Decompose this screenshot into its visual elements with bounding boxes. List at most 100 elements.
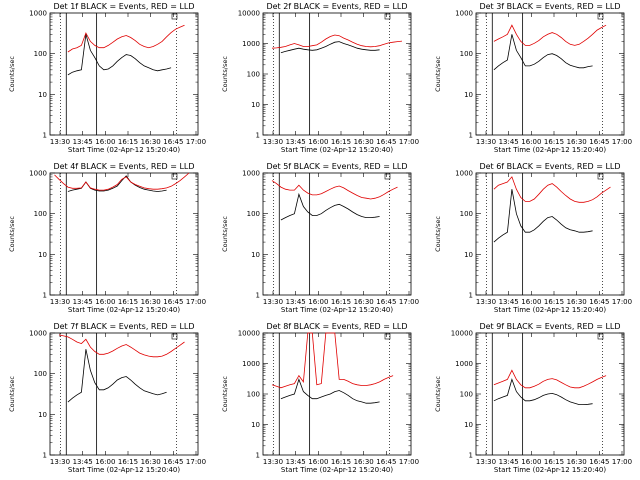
- series-line-lld: [271, 180, 398, 200]
- chart-panel: Det 2f BLACK = Events, RED = LLD 1 10 100 10…: [221, 2, 419, 154]
- y-tick-label: 10: [464, 251, 473, 259]
- chart-panel: Det 3f BLACK = Events, RED = LLD 1 10 100 10…: [434, 2, 632, 154]
- x-tick-label: 17:00: [612, 298, 632, 306]
- x-axis-label: Start Time (02-Apr-12 15:20:40): [68, 466, 180, 474]
- x-tick-label: 17:00: [399, 458, 419, 466]
- chart-title: Det 8f BLACK = Events, RED = LLD: [266, 322, 407, 331]
- y-tick-label: 10: [251, 251, 260, 259]
- x-tick-label: 13:30: [50, 458, 70, 466]
- y-axis-label: Counts/sec: [8, 216, 16, 252]
- x-tick-label: 16:00: [95, 458, 115, 466]
- y-tick-label: 1000: [29, 10, 47, 18]
- series-line-lld: [271, 34, 403, 49]
- x-tick-label: 17:00: [186, 298, 206, 306]
- y-tick-label: 100: [34, 370, 47, 378]
- y-tick-label: 1000: [242, 360, 260, 368]
- y-tick-label: 1: [256, 292, 260, 300]
- y-tick-label: 1000: [455, 170, 473, 178]
- series-line-events: [67, 349, 167, 403]
- series-line-events: [280, 192, 380, 221]
- series-line-events: [280, 41, 380, 54]
- chart-title: Det 1f BLACK = Events, RED = LLD: [53, 2, 194, 11]
- y-tick-label: 10: [464, 91, 473, 99]
- chart-title: Det 4f BLACK = Events, RED = LLD: [53, 162, 194, 171]
- plot-frame: [475, 12, 625, 136]
- marker-box: [171, 173, 178, 180]
- x-tick-label: 16:00: [521, 298, 541, 306]
- chart-panel: Det 5f BLACK = Events, RED = LLD 1 10 100 10…: [221, 162, 419, 314]
- y-tick-label: 10000: [451, 330, 473, 338]
- y-tick-label: 1: [469, 452, 473, 460]
- chart-panel: Det 7f BLACK = Events, RED = LLD 1 10 100 10…: [8, 322, 206, 474]
- x-tick-label: 16:00: [308, 298, 328, 306]
- x-tick-label: 16:15: [118, 458, 138, 466]
- series-line-events: [493, 378, 593, 405]
- chart-title: Det 2f BLACK = Events, RED = LLD: [266, 2, 407, 11]
- marker-box: [597, 13, 604, 20]
- x-tick-label: 13:45: [499, 138, 519, 146]
- y-tick-label: 1: [43, 132, 47, 140]
- x-tick-label: 16:30: [567, 138, 587, 146]
- x-tick-label: 16:00: [521, 138, 541, 146]
- y-axis-label: Counts/sec: [434, 376, 442, 412]
- series-line-lld: [493, 176, 611, 203]
- y-tick-label: 100: [460, 210, 473, 218]
- chart-title: Det 3f BLACK = Events, RED = LLD: [479, 2, 620, 11]
- y-axis-label: Counts/sec: [8, 376, 16, 412]
- x-tick-label: 16:45: [376, 298, 396, 306]
- series-line-lld: [54, 172, 190, 191]
- x-tick-label: 16:15: [544, 298, 564, 306]
- y-tick-label: 100: [247, 210, 260, 218]
- x-axis-label: Start Time (02-Apr-12 15:20:40): [281, 466, 393, 474]
- y-axis-label: Counts/sec: [8, 56, 16, 92]
- plot-frame: [475, 172, 625, 296]
- marker-box: [597, 333, 604, 340]
- y-tick-label: 1000: [455, 360, 473, 368]
- series-line-events: [67, 34, 172, 76]
- chart-title: Det 6f BLACK = Events, RED = LLD: [479, 162, 620, 171]
- y-tick-label: 10: [464, 421, 473, 429]
- x-tick-label: 16:30: [354, 298, 374, 306]
- x-axis-label: Start Time (02-Apr-12 15:20:40): [494, 146, 606, 154]
- plot-frame: [49, 332, 199, 456]
- x-tick-label: 13:30: [263, 298, 283, 306]
- y-tick-label: 100: [460, 391, 473, 399]
- x-tick-label: 13:45: [73, 138, 93, 146]
- marker-box: [384, 173, 391, 180]
- x-tick-label: 13:30: [476, 138, 496, 146]
- x-tick-label: 16:30: [567, 458, 587, 466]
- plot-frame: [262, 172, 412, 296]
- y-tick-label: 100: [247, 391, 260, 399]
- marker-box: [597, 173, 604, 180]
- x-tick-label: 16:45: [376, 458, 396, 466]
- y-tick-label: 100: [460, 50, 473, 58]
- chart-title: Det 7f BLACK = Events, RED = LLD: [53, 322, 194, 331]
- x-tick-label: 16:45: [163, 138, 183, 146]
- marker-box: [171, 333, 178, 340]
- x-axis-label: Start Time (02-Apr-12 15:20:40): [68, 146, 180, 154]
- plot-frame: [262, 12, 412, 136]
- x-tick-label: 17:00: [399, 298, 419, 306]
- x-tick-label: 16:15: [118, 138, 138, 146]
- y-axis-label: Counts/sec: [221, 56, 229, 92]
- x-axis-label: Start Time (02-Apr-12 15:20:40): [281, 146, 393, 154]
- x-tick-label: 16:15: [331, 458, 351, 466]
- y-tick-label: 1000: [29, 170, 47, 178]
- x-tick-label: 16:30: [141, 298, 161, 306]
- x-tick-label: 13:45: [499, 458, 519, 466]
- y-axis-label: Counts/sec: [221, 216, 229, 252]
- chart-panel: Det 1f BLACK = Events, RED = LLD 1 10 100 10…: [8, 2, 206, 154]
- y-tick-label: 10: [38, 411, 47, 419]
- plot-frame: [49, 12, 199, 136]
- marker-box: [384, 333, 391, 340]
- y-axis-label: Counts/sec: [434, 56, 442, 92]
- x-tick-label: 17:00: [612, 458, 632, 466]
- chart-panel: Det 4f BLACK = Events, RED = LLD 1 10 100 10…: [8, 162, 206, 314]
- x-tick-label: 16:00: [308, 458, 328, 466]
- x-tick-label: 13:45: [286, 458, 306, 466]
- x-tick-label: 13:45: [73, 458, 93, 466]
- marker-box: [384, 13, 391, 20]
- chart-title: Det 5f BLACK = Events, RED = LLD: [266, 162, 407, 171]
- y-tick-label: 100: [34, 210, 47, 218]
- x-tick-label: 13:45: [286, 298, 306, 306]
